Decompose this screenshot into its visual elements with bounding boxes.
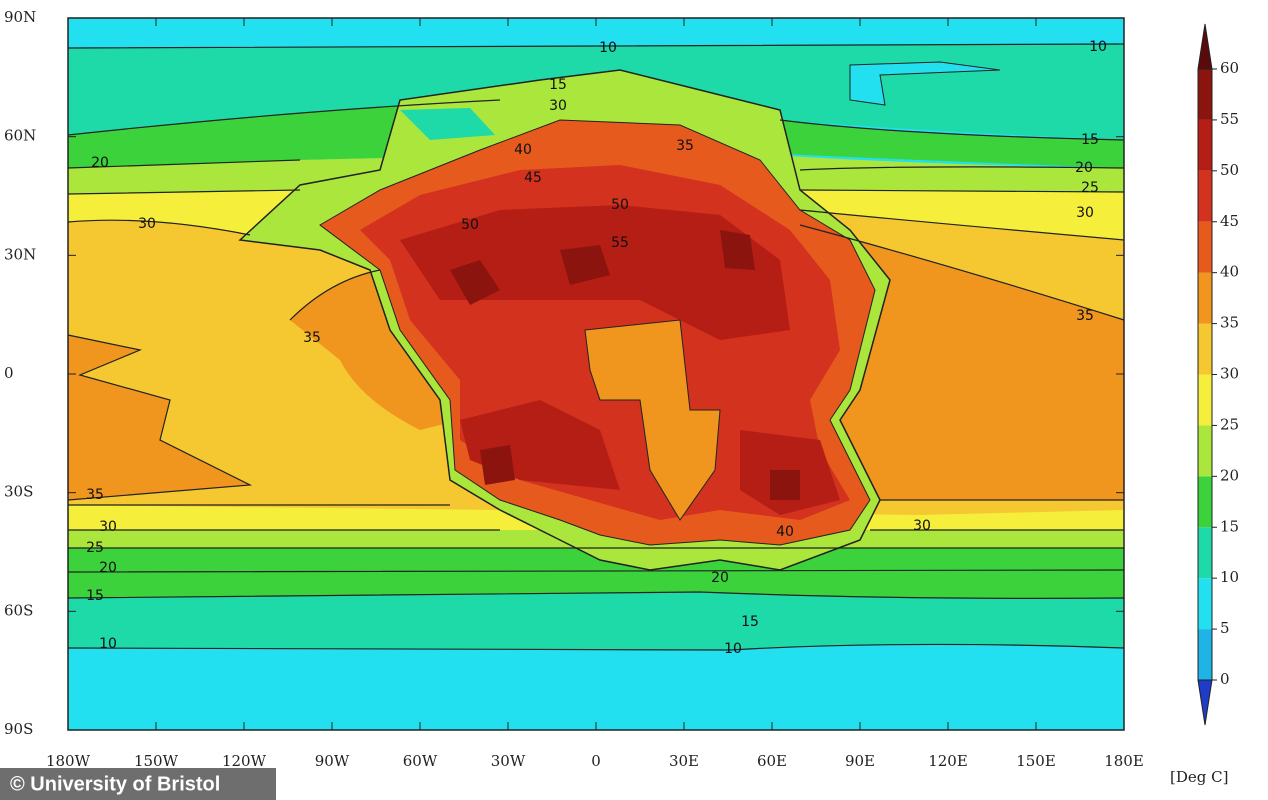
- credit: © University of Bristol: [10, 773, 220, 795]
- contour-label: 40: [514, 142, 532, 158]
- contour-label: 30: [138, 216, 156, 232]
- inland-sea: [584, 319, 721, 521]
- contour-label: 45: [524, 170, 542, 186]
- arctic-inlet: [849, 61, 1001, 106]
- contour-label: 35: [1076, 308, 1094, 324]
- contour-line: [67, 189, 1125, 195]
- colorbar-segment: [1198, 272, 1212, 324]
- lon-label: 90W: [315, 752, 350, 770]
- colorbar-label: 5: [1220, 619, 1230, 637]
- colorbar-segment: [1198, 629, 1212, 680]
- contour-label: 50: [611, 197, 629, 213]
- lon-label: 120E: [928, 752, 968, 770]
- lat-label: 60S: [4, 601, 33, 619]
- colorbar-label: 40: [1220, 263, 1239, 281]
- contour-line: [67, 99, 1125, 141]
- contour-line: [67, 209, 1125, 241]
- lat-label: 90N: [4, 8, 36, 26]
- contour-label: 10: [99, 636, 117, 652]
- ocean-warm-west: [290, 270, 460, 430]
- contour-label: 35: [303, 330, 321, 346]
- colorbar-label: 15: [1220, 517, 1239, 535]
- contour-line: [67, 159, 1125, 171]
- contour-label: 30: [549, 98, 567, 114]
- lon-label: 150E: [1016, 752, 1056, 770]
- continent-peak: [450, 230, 800, 500]
- northern-lake: [400, 108, 495, 140]
- colorbar-label: 20: [1220, 466, 1239, 484]
- band-10-15-s: [68, 592, 1124, 650]
- lon-label: 60E: [757, 752, 787, 770]
- contour-label: 50: [461, 217, 479, 233]
- lon-label: 180W: [46, 752, 91, 770]
- contour-label: 30: [1076, 205, 1094, 221]
- lat-label: 30N: [4, 245, 36, 263]
- contour-label: 10: [724, 641, 742, 657]
- colorbar-label: 55: [1220, 110, 1239, 128]
- colorbar-segment: [1198, 323, 1212, 375]
- contour-label: 15: [741, 614, 759, 630]
- lon-label: 120W: [222, 752, 267, 770]
- colorbar-unit: [Deg C]: [1170, 768, 1228, 786]
- contour-line: [67, 224, 1125, 501]
- contour-label: 30: [913, 518, 931, 534]
- contour-label: 15: [86, 588, 104, 604]
- lon-label: 180E: [1104, 752, 1144, 770]
- contour-label: 20: [1075, 160, 1093, 176]
- colorbar-label: 25: [1220, 415, 1239, 433]
- contour-label: 15: [549, 77, 567, 93]
- contour-label: 15: [1081, 132, 1099, 148]
- colorbar-label: 45: [1220, 212, 1239, 230]
- contour-label: 10: [599, 40, 617, 56]
- map-area: [67, 17, 1125, 731]
- colorbar-high: [1197, 23, 1213, 70]
- band-15-20-s: [68, 548, 1124, 599]
- lon-label: 30W: [491, 752, 526, 770]
- lon-label: 150W: [134, 752, 179, 770]
- contour-label: 35: [676, 138, 694, 154]
- colorbar-label: 30: [1220, 365, 1239, 383]
- contour-label: 10: [1089, 39, 1107, 55]
- contour-label: 35: [86, 487, 104, 503]
- colorbar-segment: [1198, 476, 1212, 528]
- ocean-warm-far-west: [68, 335, 250, 500]
- colorbar-segment: [1198, 170, 1212, 222]
- colorbar-label: 0: [1220, 670, 1230, 688]
- contour-label: 40: [776, 524, 794, 540]
- lat-label: 60N: [4, 127, 36, 145]
- colorbar-low: [1197, 679, 1213, 726]
- colorbar-segment: [1198, 69, 1212, 120]
- lat-label: 30S: [4, 483, 33, 501]
- contour-label: 55: [611, 235, 629, 251]
- colorbar-label: 35: [1220, 314, 1239, 332]
- lat-label: 90S: [4, 720, 33, 738]
- contour-label: 30: [99, 519, 117, 535]
- colorbar-segment: [1198, 221, 1212, 273]
- contour-label: 20: [99, 560, 117, 576]
- contour-line: [67, 43, 1125, 49]
- lon-label: 60W: [403, 752, 438, 770]
- contour-label: 20: [91, 155, 109, 171]
- lon-label: 30E: [669, 752, 699, 770]
- colorbar-segment: [1198, 119, 1212, 171]
- colorbar-label: 50: [1220, 161, 1239, 179]
- colorbar-segment: [1198, 578, 1212, 630]
- colorbar-label: 10: [1220, 568, 1239, 586]
- colorbar-label: 60: [1220, 59, 1239, 77]
- contour-label: 25: [1081, 180, 1099, 196]
- lon-label: 0: [591, 752, 601, 770]
- colorbar-segment: [1198, 425, 1212, 477]
- lon-label: 90E: [845, 752, 875, 770]
- colorbar-segment: [1198, 527, 1212, 579]
- credit-box: [0, 768, 276, 800]
- contour-line: [67, 499, 1125, 651]
- contour-label: 25: [86, 540, 104, 556]
- contour-label: 20: [711, 570, 729, 586]
- lat-label: 0: [4, 364, 14, 382]
- continent-hottest: [400, 205, 840, 515]
- colorbar-segment: [1198, 374, 1212, 426]
